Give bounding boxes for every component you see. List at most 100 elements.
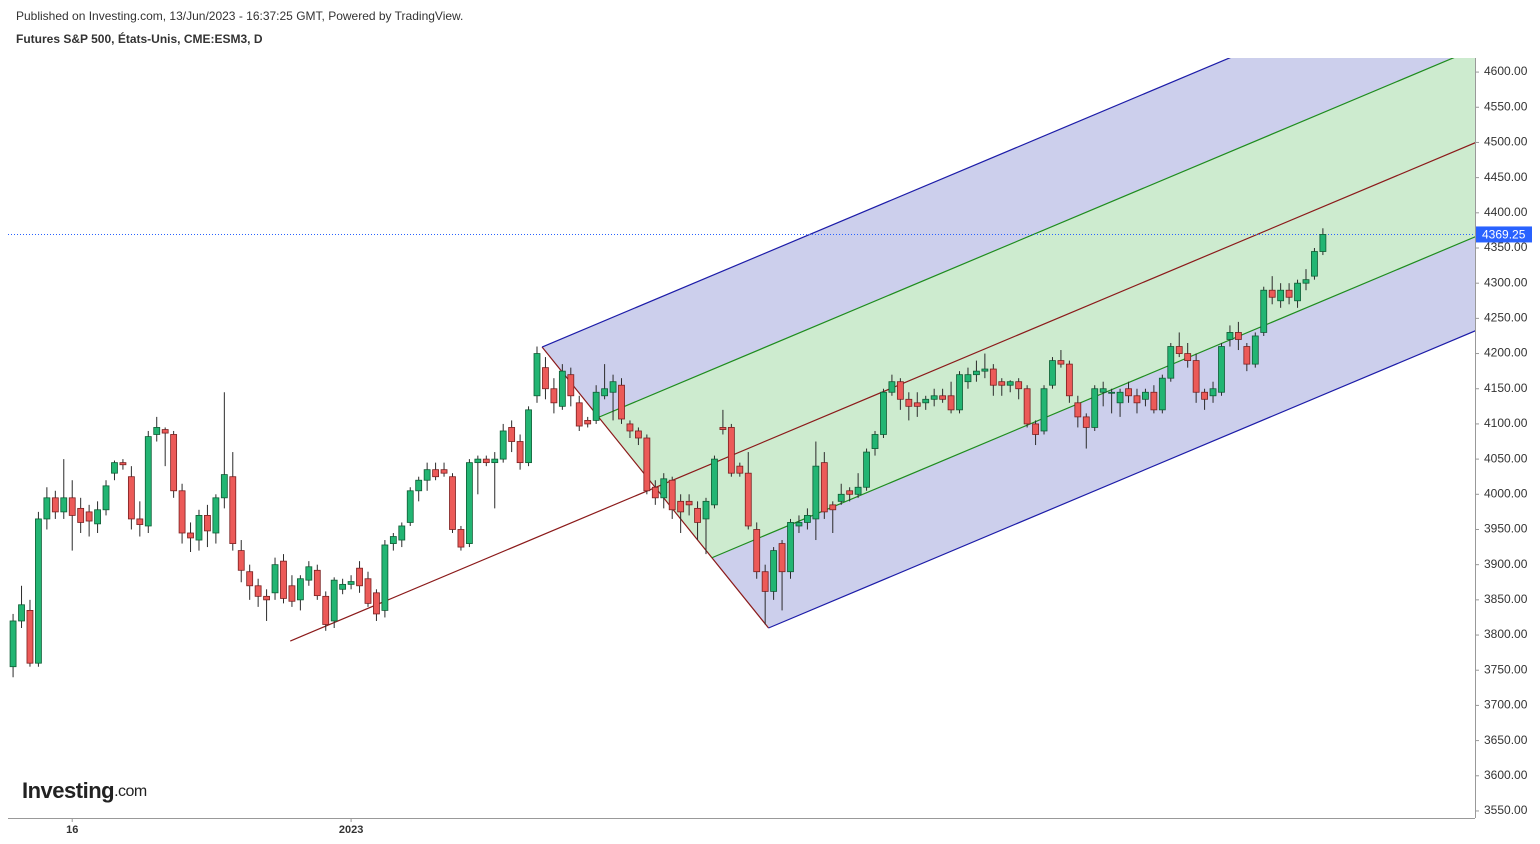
candle-body [1023, 388, 1031, 425]
candle-body [296, 578, 304, 601]
last-price-label: 4369.25 [1482, 228, 1526, 242]
y-tick-label: 4350.00 [1484, 240, 1528, 254]
y-tick-label: 3550.00 [1484, 803, 1528, 817]
candle-body [474, 458, 482, 464]
pitchfork-inner-line [598, 58, 1455, 418]
candle-body [1251, 335, 1259, 365]
pitchfork-inner-line [711, 236, 1475, 559]
candle-body [651, 486, 659, 499]
y-tick-label: 4150.00 [1484, 381, 1528, 395]
candle-body [1209, 388, 1217, 397]
candle-body [1167, 346, 1175, 379]
candle-body [43, 497, 51, 520]
candle-body [1175, 346, 1183, 354]
pitchfork-fill [598, 58, 1475, 558]
candle-body [288, 585, 296, 602]
y-tick-label: 4100.00 [1484, 416, 1528, 430]
y-tick-label: 3600.00 [1484, 768, 1528, 782]
y-tick-label: 3800.00 [1484, 627, 1528, 641]
candle-body [516, 441, 524, 464]
candle-body [1125, 388, 1132, 397]
candle-body [787, 522, 794, 573]
candle-body [1192, 360, 1200, 393]
candle-body [922, 398, 930, 404]
candle-body [601, 388, 609, 397]
candle-body [964, 374, 972, 383]
candle-body [829, 504, 837, 511]
candle-body [837, 493, 845, 502]
candle-body [542, 367, 549, 390]
candle-body [1218, 346, 1225, 393]
logo: Investing.com [22, 778, 147, 803]
candle-body [1294, 282, 1301, 302]
candle-body [846, 490, 854, 495]
candle-body [1057, 360, 1065, 365]
candle-body [973, 370, 980, 376]
y-tick-label: 4050.00 [1484, 451, 1528, 465]
y-tick-label: 3700.00 [1484, 698, 1528, 712]
x-tick-label: 16 [66, 824, 78, 836]
candle-body [246, 571, 254, 587]
candle-body [415, 479, 423, 492]
candle-body [592, 391, 600, 421]
candle-body [913, 402, 921, 407]
candle-body [981, 368, 989, 372]
candle-body [1268, 289, 1276, 298]
candle-body [702, 500, 710, 520]
candle-body [153, 427, 161, 435]
candle-body [550, 388, 558, 404]
y-tick-label: 4500.00 [1484, 135, 1528, 149]
candle-body [322, 595, 330, 625]
pitchfork-median [290, 142, 1475, 642]
candle-body [508, 427, 516, 442]
candle-body [812, 465, 820, 520]
candle-body [111, 462, 118, 474]
candle-body [643, 437, 651, 492]
candle-body [956, 374, 963, 411]
candle-body [305, 566, 313, 581]
candle-body [533, 353, 541, 397]
y-tick-label: 4200.00 [1484, 346, 1528, 360]
y-tick-label: 4250.00 [1484, 311, 1528, 325]
candle-body [744, 472, 752, 527]
candle-body [440, 469, 448, 474]
candle-body [204, 515, 211, 532]
candle-body [60, 497, 68, 513]
candle-body [178, 490, 186, 534]
logo-suffix: .com [114, 783, 147, 800]
candle-body [685, 500, 693, 506]
candle-body [330, 579, 338, 622]
candle-body [1234, 332, 1242, 340]
candle-body [127, 476, 135, 520]
candle-body [1277, 289, 1285, 302]
candle-body [1082, 416, 1090, 428]
candle-body [905, 398, 913, 407]
candle-body [1243, 346, 1251, 365]
candle-body [102, 485, 110, 511]
candle-body [618, 384, 625, 420]
candle-body [339, 583, 347, 590]
candle-body [626, 423, 634, 432]
candle-body [711, 458, 718, 506]
candle-body [1311, 251, 1318, 277]
header: Published on Investing.com, 13/Jun/2023 … [16, 9, 463, 23]
candle-body [888, 381, 896, 393]
candle-body [694, 507, 701, 523]
candle-body [170, 434, 178, 492]
x-tick-label: 2023 [339, 824, 363, 836]
candle-body [1226, 332, 1234, 340]
candle-body [1285, 289, 1293, 298]
candle-body [1142, 391, 1149, 400]
candle-body [18, 604, 25, 622]
candle-body [753, 529, 761, 573]
candle-body [136, 518, 144, 525]
candle-body [313, 569, 321, 597]
candle-body [9, 620, 17, 668]
candle-body [820, 462, 828, 513]
candle-body [880, 391, 887, 435]
candle-body [271, 564, 279, 594]
candle-body [804, 515, 811, 523]
chart-title: Futures S&P 500, États-Unis, CME:ESM3, D [16, 31, 263, 46]
candle-body [119, 462, 127, 466]
y-tick-label: 3650.00 [1484, 733, 1528, 747]
